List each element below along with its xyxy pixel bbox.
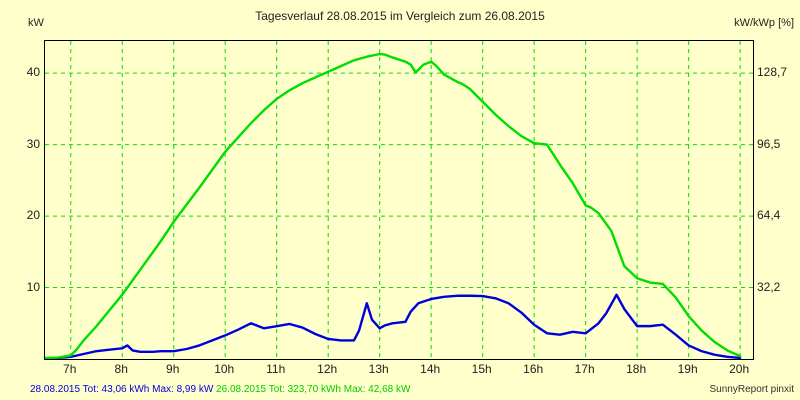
x-axis-tick-label: 13h (368, 362, 389, 376)
y-axis-left-unit-label: kW (28, 17, 44, 29)
y-axis-right-unit-label: kW/kWp [%] (734, 17, 794, 29)
y-axis-left-tick-label: 40 (26, 65, 40, 80)
legend-item-series-b: 26.08.2015 Tot: 323,70 kWh Max: 42,68 kW (216, 384, 411, 395)
x-axis-tick-label: 15h (471, 362, 492, 376)
y-axis-left-tick-label: 10 (26, 279, 40, 294)
x-axis-tick-label: 7h (63, 362, 77, 376)
x-axis-tick-label: 12h (317, 362, 338, 376)
x-axis-ticks: 7h 8h 9h 10h 11h 12h 13h 14h 15h 16h 17h 18h 19h 20h (0, 362, 800, 380)
y-axis-right-tick-label: 128,7 (757, 65, 788, 80)
series-line-b (45, 52, 742, 359)
chart-footer: 28.08.2015 Tot: 43,06 kWh Max: 8,99 kW 2… (0, 384, 800, 398)
x-axis-tick-label: 16h (523, 362, 544, 376)
report-credit: SunnyReport pinxit (709, 384, 795, 395)
x-axis-tick-label: 9h (166, 362, 180, 376)
y-axis-left-ticks: 10 20 30 40 (0, 0, 40, 400)
legend: 28.08.2015 Tot: 43,06 kWh Max: 8,99 kW 2… (30, 384, 410, 395)
x-axis-tick-label: 10h (214, 362, 235, 376)
y-axis-left-tick-label: 20 (26, 208, 40, 223)
y-axis-left-tick-label: 30 (26, 136, 40, 151)
plot-area (44, 40, 754, 360)
x-axis-tick-label: 19h (677, 362, 698, 376)
chart-title: Tagesverlauf 28.08.2015 im Vergleich zum… (255, 9, 545, 23)
x-axis-tick-label: 11h (266, 362, 286, 376)
y-axis-right-tick-label: 32,2 (757, 279, 781, 294)
gridlines (45, 41, 753, 359)
legend-item-series-a: 28.08.2015 Tot: 43,06 kWh Max: 8,99 kW (30, 384, 214, 395)
y-axis-right-ticks: 32,2 64,4 96,5 128,7 (757, 0, 800, 400)
x-axis-tick-label: 14h (420, 362, 441, 376)
y-axis-right-tick-label: 96,5 (757, 136, 781, 151)
series-lines (45, 52, 742, 359)
y-axis-right-tick-label: 64,4 (757, 208, 781, 223)
x-axis-tick-label: 8h (114, 362, 128, 376)
plot-canvas (45, 41, 753, 359)
x-axis-tick-label: 18h (626, 362, 647, 376)
x-axis-tick-label: 17h (574, 362, 595, 376)
x-axis-tick-label: 20h (729, 362, 750, 376)
series-line-a (45, 293, 742, 359)
